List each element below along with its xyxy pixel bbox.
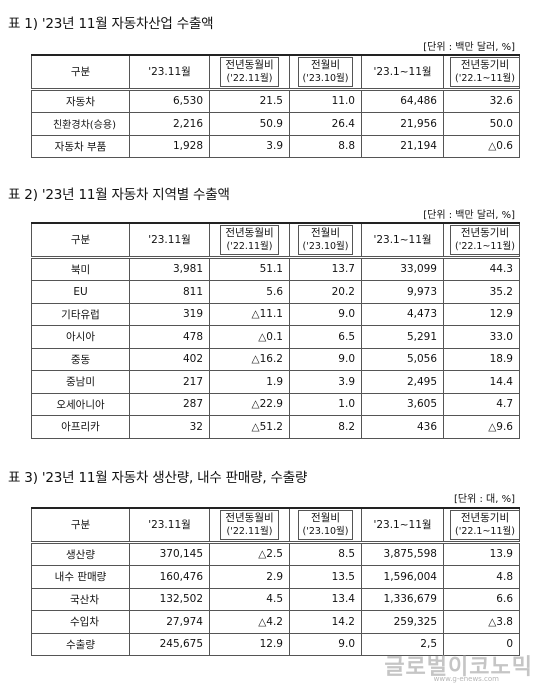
table-row: 중남미 217 1.9 3.9 2,495 14.4 [31, 370, 520, 394]
header-yoy: 전년동월비 ('22.11월) [209, 222, 290, 257]
table2-title: 표 2) '23년 11월 자동차 지역별 수출액 [8, 187, 230, 203]
watermark-logo: 글로벌이코노믹 [384, 655, 533, 680]
table-row: 아시아 478 △0.1 6.5 5,291 33.0 [31, 325, 520, 349]
header-yoy: 전년동월비 ('22.11월) [209, 54, 290, 89]
table1: 구분 '23.11월 전년동월비 ('22.11월) 전월비 ('23.10월) '… [31, 54, 520, 158]
table1-title: 표 1) '23년 11월 자동차산업 수출액 [8, 16, 214, 32]
table-row: 자동차 부품 1,928 3.9 8.8 21,194 △0.6 [31, 134, 520, 158]
table-row: 수출량 245,675 12.9 9.0 2,5 0 [31, 632, 520, 656]
table-row: 친환경차(승용) 2,216 50.9 26.4 21,956 50.0 [31, 112, 520, 136]
header-ytd-yoy: 전년동기비 ('22.1~11월) [443, 507, 520, 542]
table2-unit: [단위 : 백만 달러, %] [423, 210, 515, 221]
header-cur: '23.11월 [129, 507, 210, 542]
table-row: 수입차 27,974 △4.2 14.2 259,325 △3.8 [31, 610, 520, 634]
header-ytd: '23.1~11월 [361, 54, 444, 89]
header-mom: 전월비 ('23.10월) [289, 54, 362, 89]
table-row: 오세아니아 287 △22.9 1.0 3,605 4.7 [31, 392, 520, 416]
table-row: 자동차 6,530 21.5 11.0 64,486 32.6 [31, 89, 520, 113]
header-cur: '23.11월 [129, 222, 210, 257]
table-row: 기타유럽 319 △11.1 9.0 4,473 12.9 [31, 302, 520, 326]
table-row: 중동 402 △16.2 9.0 5,056 18.9 [31, 347, 520, 371]
header-mom: 전월비 ('23.10월) [289, 507, 362, 542]
header-gubun: 구분 [31, 54, 130, 89]
table3: 구분 '23.11월 전년동월비 ('22.11월) 전월비 ('23.10월) '… [31, 507, 520, 656]
table3-title: 표 3) '23년 11월 자동차 생산량, 내수 판매량, 수출량 [8, 470, 308, 486]
table3-unit: [단위 : 대, %] [454, 494, 515, 505]
table2: 구분 '23.11월 전년동월비 ('22.11월) 전월비 ('23.10월) '… [31, 222, 520, 439]
table-row: 아프리카 32 △51.2 8.2 436 △9.6 [31, 415, 520, 439]
table1-unit: [단위 : 백만 달러, %] [423, 42, 515, 53]
watermark-url: www.g-enews.com [433, 675, 499, 683]
header-gubun: 구분 [31, 507, 130, 542]
table-row: EU 811 5.6 20.2 9,973 35.2 [31, 280, 520, 304]
header-mom: 전월비 ('23.10월) [289, 222, 362, 257]
header-cur: '23.11월 [129, 54, 210, 89]
header-gubun: 구분 [31, 222, 130, 257]
header-yoy: 전년동월비 ('22.11월) [209, 507, 290, 542]
header-ytd: '23.1~11월 [361, 222, 444, 257]
table-row: 북미 3,981 51.1 13.7 33,099 44.3 [31, 257, 520, 281]
header-ytd-yoy: 전년동기비 ('22.1~11월) [443, 54, 520, 89]
header-ytd-yoy: 전년동기비 ('22.1~11월) [443, 222, 520, 257]
table-row: 생산량 370,145 △2.5 8.5 3,875,598 13.9 [31, 542, 520, 566]
header-ytd: '23.1~11월 [361, 507, 444, 542]
table-row: 내수 판매량 160,476 2.9 13.5 1,596,004 4.8 [31, 565, 520, 589]
table-row: 국산차 132,502 4.5 13.4 1,336,679 6.6 [31, 587, 520, 611]
